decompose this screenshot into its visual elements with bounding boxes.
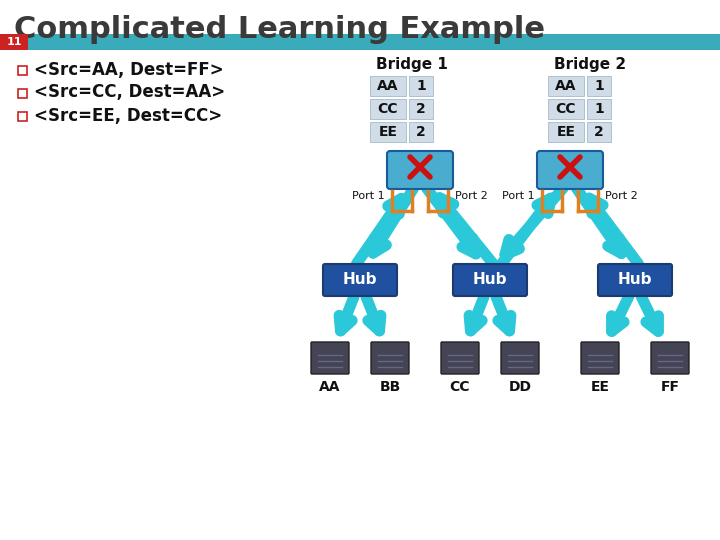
Bar bbox=[548, 76, 584, 96]
Text: Hub: Hub bbox=[473, 273, 508, 287]
Text: BB: BB bbox=[379, 380, 400, 394]
Bar bbox=[18, 66, 27, 75]
FancyBboxPatch shape bbox=[581, 342, 619, 374]
Text: 2: 2 bbox=[416, 125, 426, 139]
Bar bbox=[0, 34, 28, 50]
Bar bbox=[370, 99, 406, 119]
Text: Port 2: Port 2 bbox=[605, 191, 638, 201]
Text: 11: 11 bbox=[6, 37, 22, 47]
FancyBboxPatch shape bbox=[598, 264, 672, 296]
Text: 1: 1 bbox=[594, 102, 604, 116]
Text: <Src=CC, Dest=AA>: <Src=CC, Dest=AA> bbox=[34, 84, 225, 102]
Text: EE: EE bbox=[379, 125, 397, 139]
FancyBboxPatch shape bbox=[537, 151, 603, 189]
Text: EE: EE bbox=[557, 125, 575, 139]
Text: CC: CC bbox=[450, 380, 470, 394]
Bar bbox=[587, 76, 611, 96]
FancyBboxPatch shape bbox=[387, 151, 453, 189]
Text: EE: EE bbox=[590, 380, 610, 394]
Bar bbox=[409, 122, 433, 142]
Text: 2: 2 bbox=[416, 102, 426, 116]
FancyBboxPatch shape bbox=[651, 342, 689, 374]
FancyBboxPatch shape bbox=[501, 342, 539, 374]
Bar bbox=[18, 112, 27, 121]
Text: Bridge 2: Bridge 2 bbox=[554, 57, 626, 72]
Bar bbox=[370, 122, 406, 142]
Bar bbox=[548, 122, 584, 142]
FancyBboxPatch shape bbox=[311, 342, 349, 374]
Text: AA: AA bbox=[319, 380, 341, 394]
Bar bbox=[587, 122, 611, 142]
FancyBboxPatch shape bbox=[441, 342, 479, 374]
Text: Port 1: Port 1 bbox=[352, 191, 385, 201]
Text: CC: CC bbox=[556, 102, 576, 116]
FancyBboxPatch shape bbox=[323, 264, 397, 296]
Text: 2: 2 bbox=[594, 125, 604, 139]
Text: Hub: Hub bbox=[343, 273, 377, 287]
Text: Bridge 1: Bridge 1 bbox=[376, 57, 448, 72]
Text: Port 2: Port 2 bbox=[455, 191, 487, 201]
Bar bbox=[587, 99, 611, 119]
Text: Port 1: Port 1 bbox=[503, 191, 535, 201]
Bar bbox=[548, 99, 584, 119]
Bar bbox=[409, 76, 433, 96]
Text: 1: 1 bbox=[416, 79, 426, 93]
FancyBboxPatch shape bbox=[453, 264, 527, 296]
Text: Hub: Hub bbox=[618, 273, 652, 287]
Text: <Src=EE, Dest=CC>: <Src=EE, Dest=CC> bbox=[34, 106, 222, 125]
Text: AA: AA bbox=[555, 79, 577, 93]
Text: <Src=AA, Dest=FF>: <Src=AA, Dest=FF> bbox=[34, 60, 224, 78]
Text: CC: CC bbox=[378, 102, 398, 116]
Text: AA: AA bbox=[377, 79, 399, 93]
Text: 1: 1 bbox=[594, 79, 604, 93]
FancyBboxPatch shape bbox=[371, 342, 409, 374]
Bar bbox=[370, 76, 406, 96]
Bar bbox=[0, 34, 720, 50]
Bar bbox=[18, 89, 27, 98]
Bar bbox=[409, 99, 433, 119]
Text: DD: DD bbox=[508, 380, 531, 394]
Text: FF: FF bbox=[660, 380, 680, 394]
Text: Complicated Learning Example: Complicated Learning Example bbox=[14, 15, 545, 44]
